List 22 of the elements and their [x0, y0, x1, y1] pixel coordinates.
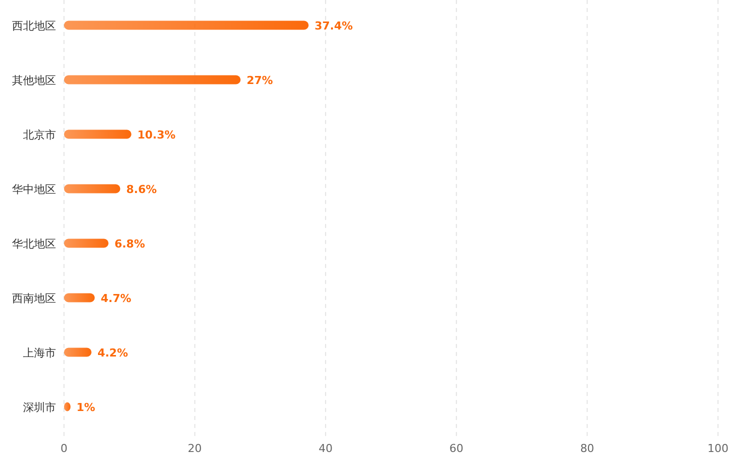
y-tick-label: 其他地区	[12, 74, 56, 87]
x-tick-label: 0	[60, 442, 68, 455]
y-tick-label: 西北地区	[12, 19, 56, 32]
x-tick-label: 40	[318, 442, 333, 455]
data-label: 37.4%	[314, 19, 353, 32]
x-tick-label: 100	[708, 442, 728, 455]
y-tick-label: 上海市	[23, 346, 56, 360]
y-tick-label: 西南地区	[12, 292, 56, 305]
y-tick-label: 华中地区	[12, 182, 56, 196]
y-tick-label: 深圳市	[23, 400, 56, 414]
data-label: 1%	[76, 400, 96, 414]
data-label: 27%	[246, 74, 273, 87]
data-label: 8.6%	[126, 182, 157, 196]
x-tick-label: 20	[188, 442, 202, 455]
y-tick-label: 华北地区	[12, 237, 56, 250]
x-tick-label: 80	[580, 442, 594, 455]
data-label: 4.2%	[97, 346, 128, 360]
data-label: 4.7%	[100, 292, 132, 305]
x-tick-label: 60	[449, 442, 464, 455]
data-label: 6.8%	[114, 237, 145, 250]
y-tick-label: 北京市	[23, 128, 56, 142]
data-label: 10.3%	[137, 128, 176, 142]
